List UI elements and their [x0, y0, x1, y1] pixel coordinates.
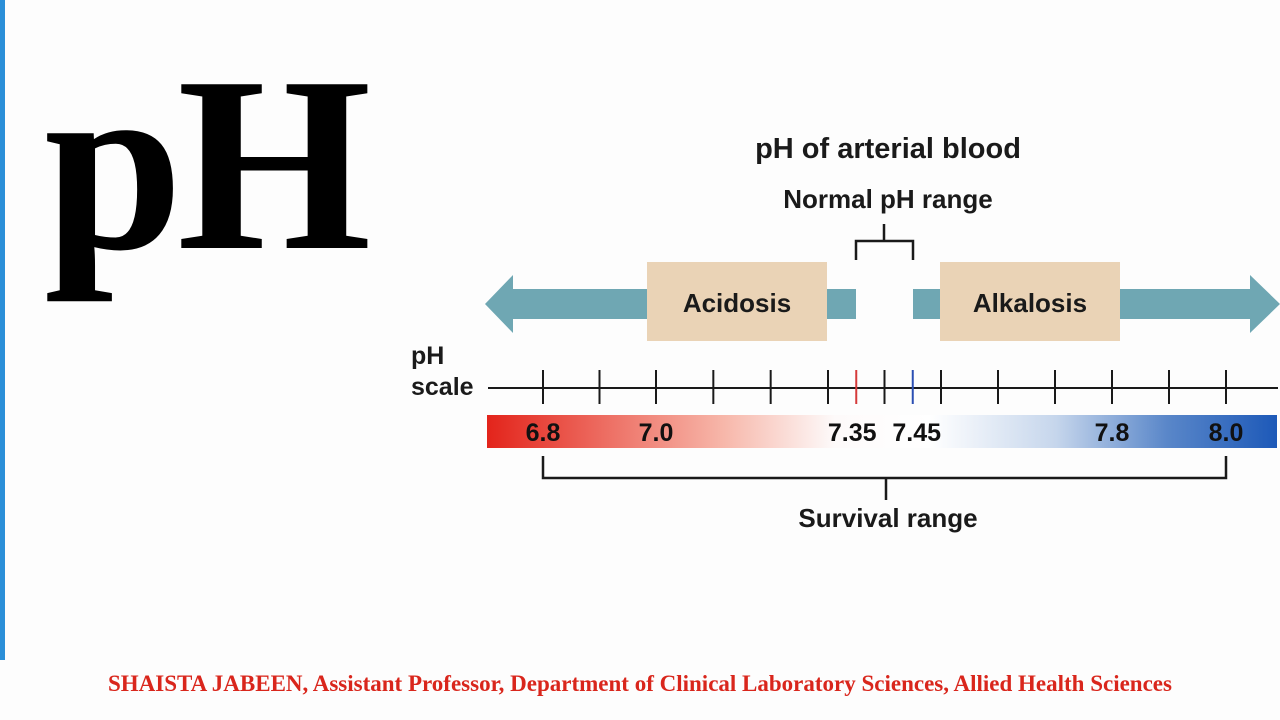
- ph-value-label-1: 7.0: [639, 419, 674, 447]
- acidosis-box: [647, 262, 827, 341]
- survival-range-bracket: [541, 456, 1228, 500]
- slide-title: pH: [44, 26, 371, 303]
- survival-range-label: Survival range: [798, 503, 977, 533]
- ph-value-label-4: 7.8: [1095, 419, 1130, 447]
- ph-value-label-2: 7.35: [828, 419, 877, 447]
- alkalosis-label: Alkalosis: [973, 288, 1087, 318]
- scale-label-scale: scale: [411, 373, 474, 401]
- scale-ticks: [542, 370, 1227, 404]
- acidosis-label: Acidosis: [683, 288, 791, 318]
- normal-range-bracket: [854, 224, 915, 260]
- ph-value-label-5: 8.0: [1209, 419, 1244, 447]
- ph-color-bar: [487, 415, 1277, 448]
- normal-range-label: Normal pH range: [783, 184, 993, 214]
- left-accent-bar: [0, 0, 5, 660]
- scale-label-ph: pH: [411, 342, 444, 370]
- diagram-title: pH of arterial blood: [755, 133, 1021, 165]
- ph-value-label-0: 6.8: [526, 419, 561, 447]
- ph-value-labels: 6.8 7.0 7.35 7.45 7.8 8.0: [526, 419, 1244, 447]
- alkalosis-box: [940, 262, 1120, 341]
- ph-value-label-3: 7.45: [892, 419, 941, 447]
- footer-credit: SHAISTA JABEEN, Assistant Professor, Dep…: [108, 671, 1172, 696]
